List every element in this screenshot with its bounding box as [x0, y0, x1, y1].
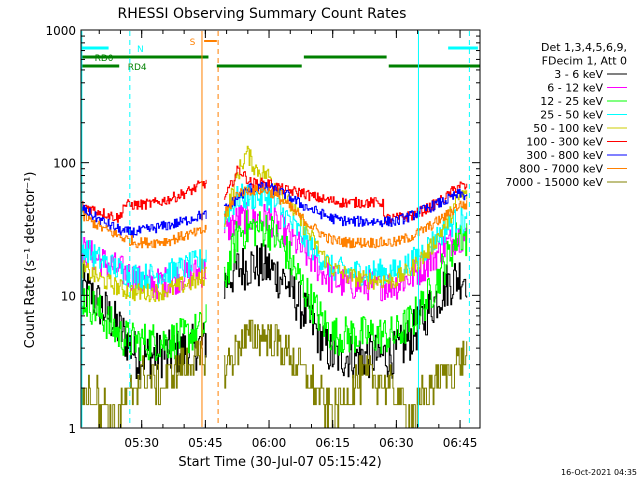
legend-label: 3 - 6 keV [554, 68, 603, 81]
legend-label: 6 - 12 keV [547, 82, 603, 95]
legend-label: 50 - 100 keV [533, 122, 603, 135]
plot-frame [80, 29, 481, 429]
y-tick-label: 1 [68, 422, 76, 436]
legend-label: 12 - 25 keV [540, 95, 603, 108]
series-line-8 [81, 184, 468, 249]
chart-title: RHESSI Observing Summary Count Rates [118, 6, 407, 22]
legend-label: 100 - 300 keV [526, 136, 603, 149]
series-line-5 [81, 145, 468, 303]
legend: Det 1,3,4,5,6,9,FDecim 1, Att 03 - 6 keV… [505, 41, 627, 189]
x-axis-label: Start Time (30-Jul-07 05:15:42) [178, 455, 381, 470]
x-tick-label: 06:45 [443, 436, 478, 450]
y-axis-label: Count Rate (s⁻¹ detector⁻¹) [23, 172, 38, 349]
x-tick-label: 06:30 [379, 436, 414, 450]
series-line-9 [81, 319, 468, 429]
x-tick-label: 06:00 [252, 436, 287, 450]
generation-timestamp: 16-Oct-2021 04:35 [561, 468, 637, 477]
x-tick-label: 06:15 [315, 436, 350, 450]
series-line-3 [81, 210, 468, 361]
x-tick-label: 05:45 [188, 436, 223, 450]
flag-label-n: N [137, 45, 144, 55]
y-tick-label: 1000 [45, 24, 76, 38]
legend-header: Det 1,3,4,5,6,9, [541, 41, 627, 54]
legend-label: 25 - 50 keV [540, 109, 603, 122]
legend-label: 300 - 800 keV [526, 149, 603, 162]
legend-header: FDecim 1, Att 0 [542, 55, 627, 68]
legend-label: 800 - 7000 keV [519, 163, 603, 176]
plot-layer: N S RD0 RD4 1 10 100 1000 05:30 05:45 06:00 06:15 06… [45, 24, 481, 450]
flag-label-rd0: RD0 [95, 54, 114, 64]
x-tick-label: 05:30 [124, 436, 159, 450]
y-tick-label: 10 [61, 289, 76, 303]
flag-label-rd4: RD4 [128, 63, 147, 73]
flag-label-s: S [190, 38, 196, 48]
legend-label: 7000 - 15000 keV [505, 176, 603, 189]
y-tick-label: 100 [53, 157, 76, 171]
